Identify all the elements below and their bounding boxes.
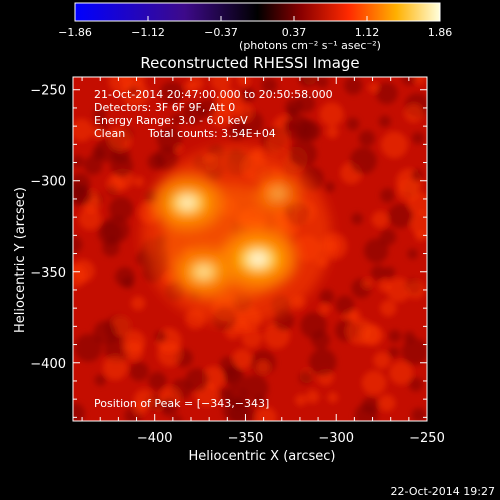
colorbar-tick-label: 1.12 xyxy=(355,26,380,39)
footer-date: 22-Oct-2014 19:27 xyxy=(391,485,495,498)
info-total-counts: Total counts: 3.54E+04 xyxy=(147,127,276,140)
y-tick-label: −300 xyxy=(30,175,66,190)
x-tick-label: −350 xyxy=(228,431,264,446)
x-tick-labels: −400 −350 −300 −250 xyxy=(137,431,445,446)
y-axis-label: Heliocentric Y (arcsec) xyxy=(13,187,28,333)
colorbar-tick-label: −1.12 xyxy=(131,26,165,39)
colorbar-tick-label: −0.37 xyxy=(204,26,238,39)
plot-frame xyxy=(72,76,428,422)
info-detectors: Detectors: 3F 6F 9F, Att 0 xyxy=(94,101,235,114)
colorbar-units: (photons cm⁻² s⁻¹ asec⁻²) xyxy=(239,39,381,52)
colorbar-ticks xyxy=(74,16,441,21)
source-4 xyxy=(255,175,301,212)
x-tick-label: −400 xyxy=(137,431,173,446)
colorbar xyxy=(74,2,441,22)
colorbar-tick-label: 0.37 xyxy=(282,26,307,39)
colorbar-tick-label: −1.86 xyxy=(58,26,92,39)
y-tick-label: −400 xyxy=(30,357,66,372)
x-axis-label: Heliocentric X (arcsec) xyxy=(189,449,336,464)
chart-title: Reconstructed RHESSI Image xyxy=(140,54,359,72)
y-tick-label: −250 xyxy=(30,84,66,99)
colorbar-tick-label: 1.86 xyxy=(428,26,453,39)
x-tick-label: −250 xyxy=(409,431,445,446)
y-tick-labels: −250 −300 −350 −400 xyxy=(30,84,66,372)
peak-position: Position of Peak = [−343,−343] xyxy=(94,397,269,410)
colorbar-tick-labels: −1.86 −1.12 −0.37 0.37 1.12 1.86 xyxy=(58,26,452,39)
info-energy-range: Energy Range: 3.0 - 6.0 keV xyxy=(94,114,248,127)
source-1 xyxy=(220,229,297,290)
info-clean: Clean xyxy=(94,127,125,140)
heatmap-image xyxy=(73,77,427,421)
axis-ticks xyxy=(73,77,428,421)
source-2 xyxy=(152,174,223,231)
y-tick-label: −350 xyxy=(30,266,66,281)
source-3 xyxy=(172,247,235,297)
info-time-range: 21-Oct-2014 20:47:00.000 to 20:50:58.000 xyxy=(94,88,333,101)
x-tick-label: −300 xyxy=(318,431,354,446)
